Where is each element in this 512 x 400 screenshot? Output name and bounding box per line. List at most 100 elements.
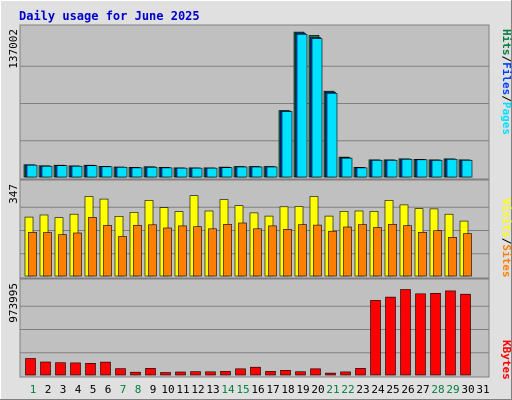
x-tick-label: 29 [446, 383, 459, 396]
sites-bar [268, 225, 277, 277]
x-tick-label: 1 [30, 383, 37, 396]
pages-bar [56, 165, 68, 178]
x-tick-label: 31 [476, 383, 489, 396]
legend-pages: Pages [500, 102, 512, 135]
kbytes-bar [130, 371, 141, 376]
sites-bar [463, 233, 472, 277]
pages-bar [386, 160, 398, 178]
x-tick-label: 16 [251, 383, 264, 396]
kbytes-bar [85, 362, 96, 376]
sites-bar [73, 232, 82, 277]
sites-bar [433, 230, 442, 277]
legend-hits-files-pages: Hits/Files/Pages [500, 29, 512, 135]
panel-hits-bg [19, 24, 490, 180]
pages-bar [146, 167, 158, 178]
x-tick-label: 27 [416, 383, 429, 396]
legend-sites: Sites [500, 244, 512, 277]
pages-bar [446, 159, 458, 178]
pages-bar [101, 166, 113, 178]
kbytes-bar [190, 371, 201, 376]
x-tick-label: 9 [150, 383, 157, 396]
x-tick-label: 24 [371, 383, 385, 396]
sites-bar [358, 224, 367, 277]
pages-bar [251, 166, 263, 178]
sites-bar [373, 227, 382, 277]
x-tick-label: 25 [386, 383, 399, 396]
x-tick-label: 30 [461, 383, 474, 396]
pages-bar [326, 93, 338, 178]
kbytes-bar [235, 368, 246, 376]
kbytes-bar [400, 289, 411, 376]
sites-bar [88, 217, 97, 277]
sites-bar [43, 232, 52, 277]
hits-files-pages-bars [23, 31, 473, 178]
sites-bar [238, 222, 247, 277]
x-tick-label: 4 [75, 383, 82, 396]
kbytes-bar [115, 368, 126, 376]
x-tick-label: 2 [45, 383, 52, 396]
x-tick-label: 22 [341, 383, 354, 396]
pages-bar [461, 160, 473, 178]
pages-bar [371, 160, 383, 178]
visits-max-label: 347 [7, 184, 20, 204]
legend-kbytes: KBytes [500, 340, 512, 380]
kbytes-bar [25, 358, 36, 376]
x-tick-label: 26 [401, 383, 414, 396]
pages-bar [431, 160, 443, 178]
x-tick-label: 11 [176, 383, 189, 396]
kbytes-bar [445, 290, 456, 376]
sites-bar [148, 224, 157, 277]
kbytes-bar [280, 369, 291, 376]
x-tick-label: 13 [206, 383, 219, 396]
x-tick-label: 8 [135, 383, 142, 396]
pages-bar [416, 159, 428, 178]
kbytes-bar [220, 371, 231, 376]
sites-bar [418, 232, 427, 277]
panel-kbytes-bg [19, 278, 490, 378]
x-tick-label: 19 [296, 383, 309, 396]
pages-bar [356, 167, 368, 178]
sites-bar [298, 224, 307, 277]
pages-bar [131, 167, 143, 178]
sites-bar [103, 225, 112, 277]
pages-bar [296, 33, 308, 178]
sites-bar [253, 228, 262, 277]
pages-bar [311, 38, 323, 178]
legend-hits: Hits [500, 29, 512, 56]
kbytes-bar [160, 372, 171, 376]
kbytes-bar [340, 371, 351, 376]
hits-max-label: 137002 [7, 29, 20, 69]
pages-bar [116, 167, 128, 178]
kbytes-bars [25, 289, 471, 376]
kbytes-bar [205, 371, 216, 376]
chart-title: Daily usage for June 2025 [19, 9, 200, 23]
sites-bar [58, 234, 67, 277]
sites-bar [193, 226, 202, 277]
kbytes-bar [430, 292, 441, 376]
sites-bar [223, 224, 232, 277]
pages-bar [176, 167, 188, 178]
x-tick-label: 3 [60, 383, 67, 396]
sites-bar [133, 225, 142, 277]
pages-bar [236, 166, 248, 178]
legend-files: Files [500, 62, 512, 95]
kbytes-bar [385, 296, 396, 376]
sites-bar [313, 224, 322, 277]
kbytes-bar [145, 368, 156, 376]
visits-sites-bars [24, 195, 472, 277]
kbytes-max-label: 973995 [7, 283, 20, 323]
pages-bar [161, 167, 173, 178]
sites-bar [208, 228, 217, 277]
sites-bar [178, 225, 187, 277]
kbytes-bar [370, 300, 381, 376]
kbytes-bar [175, 371, 186, 376]
sites-bar [283, 229, 292, 277]
kbytes-bar [355, 368, 366, 376]
x-tick-label: 6 [105, 383, 112, 396]
pages-bar [86, 165, 98, 178]
sites-bar [343, 226, 352, 277]
pages-bar [221, 167, 233, 178]
x-axis-day-labels: 1 2 3 4 5 6 7 8 9 10 11 12 13 14 15 16 17 18 19 20 21 22 23 24 2… [30, 383, 490, 396]
x-tick-label: 20 [311, 383, 324, 396]
